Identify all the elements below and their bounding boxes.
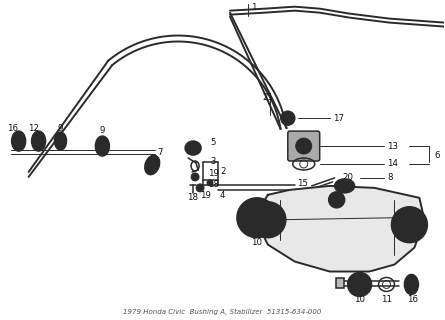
Ellipse shape: [185, 141, 201, 155]
Circle shape: [101, 144, 105, 148]
Text: 3: 3: [210, 157, 215, 166]
Ellipse shape: [145, 155, 160, 175]
Text: 19: 19: [200, 191, 210, 200]
Ellipse shape: [55, 132, 66, 150]
FancyBboxPatch shape: [336, 278, 344, 288]
Text: 15: 15: [297, 180, 308, 188]
Circle shape: [300, 142, 308, 150]
FancyBboxPatch shape: [288, 131, 320, 161]
Circle shape: [355, 279, 364, 289]
Circle shape: [237, 198, 277, 238]
Circle shape: [258, 210, 278, 230]
Text: 13: 13: [388, 141, 398, 151]
Circle shape: [400, 215, 419, 235]
Text: 14: 14: [388, 159, 398, 169]
Ellipse shape: [189, 144, 198, 152]
Ellipse shape: [32, 131, 45, 151]
Ellipse shape: [405, 275, 418, 294]
Ellipse shape: [335, 179, 355, 193]
Polygon shape: [258, 186, 425, 271]
Circle shape: [281, 111, 295, 125]
Text: 2: 2: [220, 167, 226, 176]
Circle shape: [147, 160, 157, 170]
Circle shape: [191, 173, 199, 181]
Circle shape: [196, 184, 204, 192]
Text: 9: 9: [100, 126, 105, 135]
Circle shape: [247, 208, 267, 228]
Ellipse shape: [12, 131, 26, 151]
Text: 20: 20: [342, 173, 353, 182]
Circle shape: [348, 273, 372, 296]
Text: 18: 18: [208, 180, 219, 189]
Text: 8: 8: [388, 173, 393, 182]
Text: 19: 19: [208, 169, 219, 179]
Ellipse shape: [95, 136, 109, 156]
Circle shape: [408, 280, 415, 288]
Text: 7: 7: [158, 148, 163, 156]
Text: 11: 11: [381, 295, 392, 304]
Circle shape: [296, 138, 312, 154]
Text: 21: 21: [263, 93, 273, 102]
Circle shape: [329, 192, 344, 208]
Circle shape: [392, 207, 427, 243]
Text: 10: 10: [251, 238, 263, 247]
Text: 17: 17: [333, 114, 344, 123]
Circle shape: [250, 202, 286, 238]
Circle shape: [58, 139, 62, 143]
Text: 16: 16: [407, 295, 418, 304]
Circle shape: [207, 180, 213, 186]
Text: 16: 16: [7, 124, 18, 132]
Text: 12: 12: [28, 124, 39, 132]
Circle shape: [15, 137, 23, 145]
Text: 1979 Honda Civic  Bushing A, Stabilizer  51315-634-000: 1979 Honda Civic Bushing A, Stabilizer 5…: [123, 309, 321, 315]
Circle shape: [35, 137, 43, 145]
Text: 9: 9: [58, 124, 63, 132]
Text: 18: 18: [186, 193, 198, 202]
Text: 5: 5: [210, 138, 215, 147]
Text: 4: 4: [220, 191, 226, 200]
Text: 1: 1: [251, 3, 256, 12]
Text: 6: 6: [434, 150, 440, 160]
Text: 10: 10: [354, 295, 365, 304]
